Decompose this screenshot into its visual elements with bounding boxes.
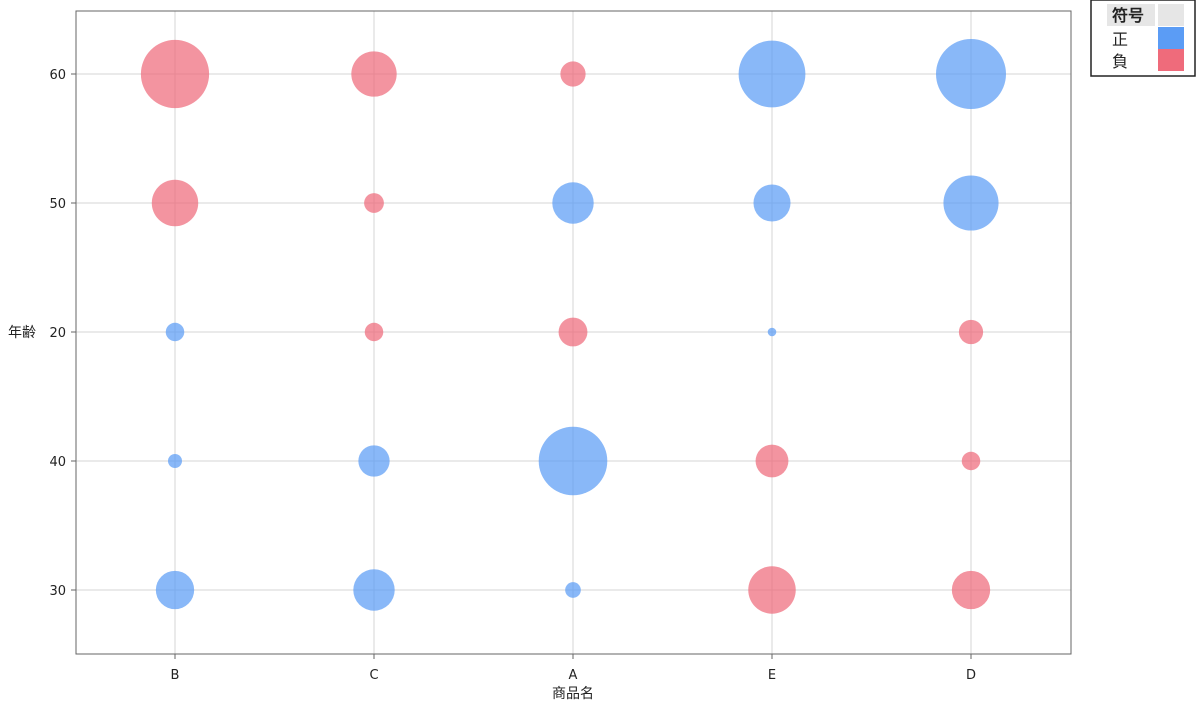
legend-swatch-positive xyxy=(1158,27,1184,49)
bubble-point xyxy=(351,51,397,97)
legend-label-positive: 正 xyxy=(1112,30,1128,49)
bubble-point xyxy=(140,39,210,109)
bubble-point xyxy=(753,184,791,222)
bubble-point xyxy=(364,322,384,342)
bubble-point xyxy=(165,322,185,342)
bubble-point xyxy=(358,445,390,477)
legend: 符号 正 負 xyxy=(1090,0,1196,77)
y-tick-label: 20 xyxy=(49,326,66,341)
bubble-point xyxy=(151,179,199,227)
bubble-point xyxy=(560,61,586,87)
bubble-point xyxy=(748,566,796,614)
x-tick-label: A xyxy=(569,668,578,683)
y-tick-label: 30 xyxy=(49,584,66,599)
y-tick-label: 60 xyxy=(49,68,66,83)
bubble-point xyxy=(755,444,789,478)
legend-title-bg xyxy=(1107,4,1155,26)
x-tick-label: B xyxy=(171,668,180,683)
legend-title-swatch-bg xyxy=(1158,4,1184,26)
x-tick-label: E xyxy=(768,668,776,683)
bubble-point xyxy=(767,327,777,337)
bubble-point xyxy=(168,454,182,468)
bubble-point xyxy=(936,39,1006,109)
x-axis-title: 商品名 xyxy=(552,686,594,702)
bubbles xyxy=(140,39,1006,614)
legend-label-negative: 負 xyxy=(1112,52,1128,71)
legend-title: 符号 xyxy=(1112,6,1144,25)
y-axis-title: 年齢 xyxy=(8,325,36,341)
bubble-point xyxy=(951,570,991,610)
x-tick-label: C xyxy=(369,668,378,683)
bubble-point xyxy=(958,319,984,345)
bubble-point xyxy=(961,451,981,471)
bubble-point xyxy=(738,40,806,108)
y-axis-ticks: 60 50 20 40 30 xyxy=(49,68,76,599)
bubble-point xyxy=(565,582,581,598)
bubble-point xyxy=(943,175,999,231)
y-tick-label: 40 xyxy=(49,455,66,470)
bubble-point xyxy=(353,569,395,611)
bubble-point xyxy=(552,182,594,224)
bubble-point xyxy=(155,570,195,610)
bubble-point xyxy=(364,193,384,213)
x-tick-label: D xyxy=(966,668,976,683)
legend-swatch-negative xyxy=(1158,49,1184,71)
bubble-point xyxy=(538,426,608,496)
y-tick-label: 50 xyxy=(49,197,66,212)
bubble-point xyxy=(558,317,588,347)
